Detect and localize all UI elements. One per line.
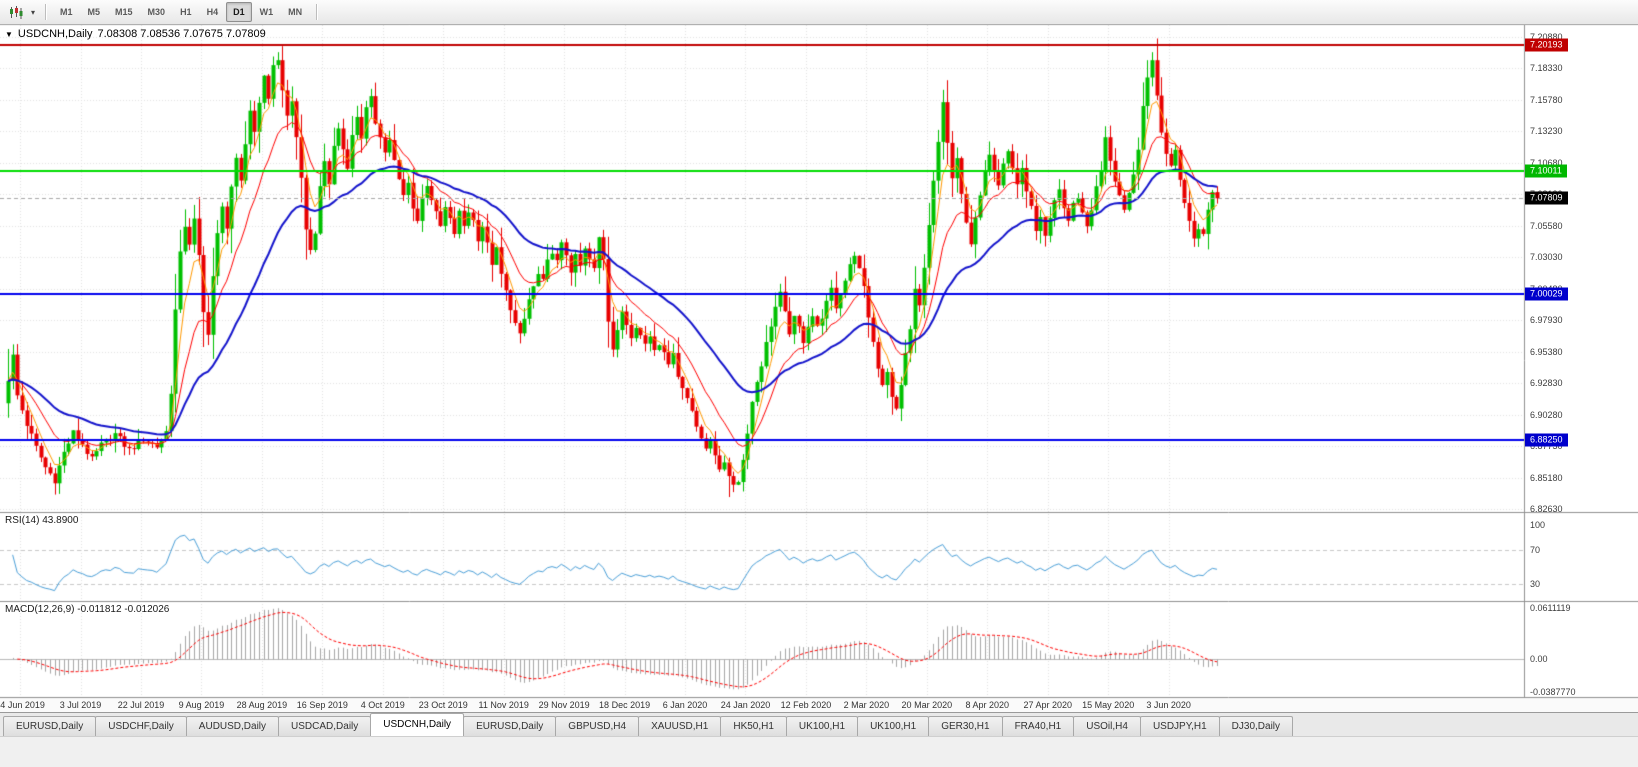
chart-tab-uk100-h1[interactable]: UK100,H1 [857, 716, 930, 736]
timeframe-button-h4[interactable]: H4 [206, 7, 219, 17]
chart-tab-eurusd-daily[interactable]: EURUSD,Daily [463, 716, 557, 736]
ohlc-values: 7.08308 7.08536 7.07675 7.07809 [97, 28, 266, 40]
timeframe-button-h1[interactable]: H1 [180, 7, 192, 17]
timeframe-button-m15[interactable]: M15 [115, 7, 133, 17]
chart-tab-fra40-h1[interactable]: FRA40,H1 [1001, 716, 1075, 736]
chart-tab-usdchf-daily[interactable]: USDCHF,Daily [95, 716, 187, 736]
chart-tab-ger30-h1[interactable]: GER30,H1 [928, 716, 1003, 736]
chart-tab-usdjpy-h1[interactable]: USDJPY,H1 [1139, 716, 1220, 736]
chart-tab-bar: EURUSD,Daily USDCHF,Daily AUDUSD,Daily USDC… [0, 712, 1638, 736]
chart-tab-usdcad-daily[interactable]: USDCAD,Daily [278, 716, 372, 736]
symbol-menu-icon[interactable]: ▼ [5, 29, 13, 39]
timeframe-button-w1[interactable]: W1 [259, 7, 274, 17]
toolbar-separator [316, 4, 318, 20]
rsi-label: RSI(14) 43.8900 [5, 515, 79, 526]
chart-tab-xauusd-h1[interactable]: XAUUSD,H1 [638, 716, 722, 736]
symbol-name: USDCNH,Daily [17, 28, 93, 40]
timeframe-button-m5[interactable]: M5 [87, 7, 101, 17]
timeframe-group: M1 M5 M15 M30 H1 H4 D1 W1 MN [53, 2, 309, 22]
status-bar [0, 736, 1638, 767]
toolbar-separator [45, 4, 46, 20]
toolbar: ▾ M1 M5 M15 M30 H1 H4 D1 W1 MN [0, 0, 1638, 25]
chart-tab-usoil-h4[interactable]: USOil,H4 [1073, 716, 1141, 736]
timeframe-button-mn[interactable]: MN [288, 7, 303, 17]
macd-label: MACD(12,26,9) -0.011812 -0.012026 [5, 604, 170, 615]
chart-type-dropdown-icon[interactable]: ▾ [30, 7, 35, 17]
chart-tab-hk50-h1[interactable]: HK50,H1 [720, 716, 787, 736]
chart-tab-eurusd-daily[interactable]: EURUSD,Daily [3, 716, 97, 736]
timeframe-button-m1[interactable]: M1 [60, 7, 73, 17]
candlestick-chart-icon[interactable] [6, 3, 26, 21]
chart-tab-usdcnh-daily[interactable]: USDCNH,Daily [370, 713, 465, 736]
chart-title: ▼ USDCNH,Daily 7.08308 7.08536 7.07675 7… [5, 28, 266, 40]
chart-tab-gbpusd-h4[interactable]: GBPUSD,H4 [555, 716, 640, 736]
timeframe-button-d1[interactable]: D1 [226, 2, 252, 22]
chart-tab-uk100-h1[interactable]: UK100,H1 [785, 716, 859, 736]
chart-tab-dj30-daily[interactable]: DJ30,Daily [1218, 716, 1294, 736]
timeframe-button-m30[interactable]: M30 [147, 7, 166, 17]
chart-tab-audusd-daily[interactable]: AUDUSD,Daily [185, 716, 280, 736]
